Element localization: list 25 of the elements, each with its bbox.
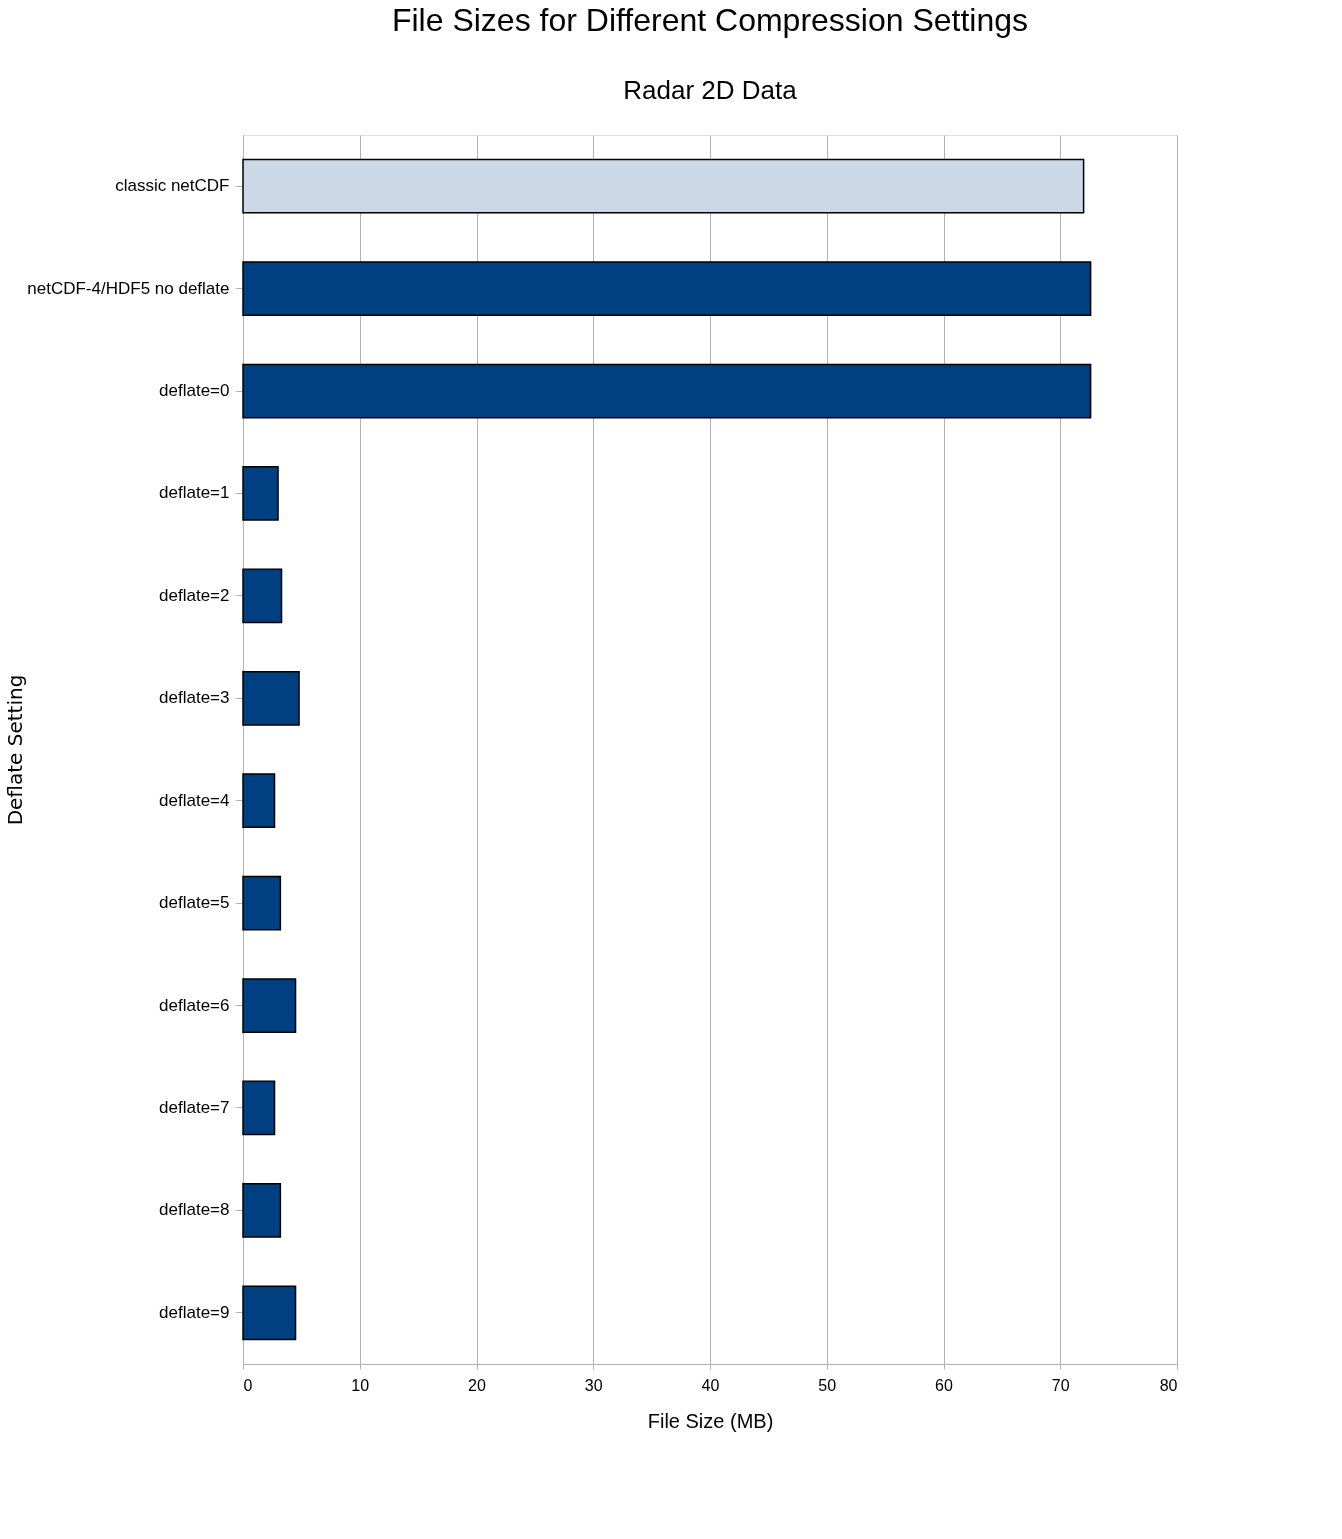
y-tick-label: deflate=1 xyxy=(159,483,230,503)
y-tick-label: deflate=5 xyxy=(159,893,230,913)
y-tick-label: deflate=0 xyxy=(159,381,230,401)
x-tick-label: 80 xyxy=(1159,1376,1178,1394)
x-tick-label: 20 xyxy=(468,1376,486,1394)
x-tick-label: 30 xyxy=(584,1376,603,1394)
y-tick-label: netCDF-4/HDF5 no deflate xyxy=(27,278,230,298)
x-tick-label: 10 xyxy=(351,1376,370,1394)
x-axis-title: File Size (MB) xyxy=(647,1409,774,1432)
y-tick-label: deflate=7 xyxy=(159,1097,230,1117)
x-tick-label: 0 xyxy=(243,1376,253,1394)
chart-subtitle: Radar 2D Data xyxy=(623,75,798,105)
y-tick-label: deflate=4 xyxy=(159,790,230,810)
y-tick-label: deflate=9 xyxy=(159,1302,230,1322)
y-tick-label: classic netCDF xyxy=(115,176,230,196)
x-tick-label: 50 xyxy=(818,1376,837,1394)
y-tick-label: deflate=8 xyxy=(159,1200,230,1220)
y-tick-label: deflate=2 xyxy=(159,585,230,605)
x-tick-label: 70 xyxy=(1051,1376,1070,1394)
x-tick-label: 40 xyxy=(701,1376,720,1394)
y-axis-title: Deflate Setting xyxy=(2,674,27,826)
y-tick-label: deflate=3 xyxy=(159,688,230,708)
chart-title: File Sizes for Different Compression Settings xyxy=(391,2,1029,38)
x-tick-label: 60 xyxy=(935,1376,953,1394)
y-tick-label: deflate=6 xyxy=(159,995,230,1015)
